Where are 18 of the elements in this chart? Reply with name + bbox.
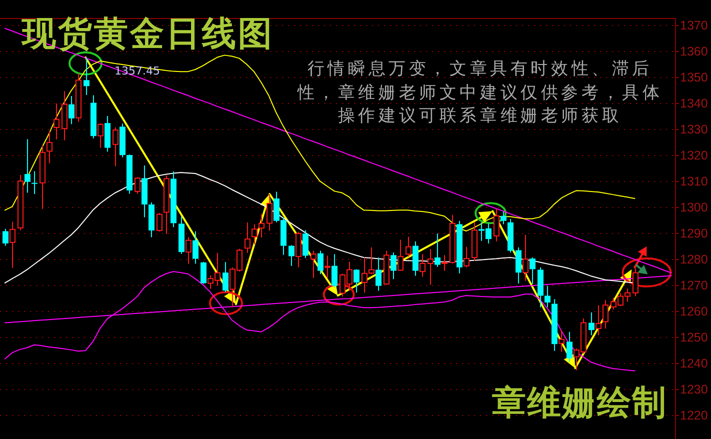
y-tick-label: 1270 xyxy=(680,278,708,292)
y-tick-label: 1320 xyxy=(680,148,708,162)
annotation: 行情瞬息万变，文章具有时效性、滞后性，章维姗老师文中建议仅供参考，具体操作建议可联系章维姗老师获取 xyxy=(296,58,664,128)
y-tick-label: 1260 xyxy=(680,304,708,318)
y-tick-label: 1250 xyxy=(680,330,708,344)
y-tick-label: 1310 xyxy=(680,174,708,188)
y-tick-label: 1220 xyxy=(680,408,708,422)
annotation: 章维姗绘制 xyxy=(492,383,667,423)
y-tick-label: 1350 xyxy=(680,70,708,84)
y-tick-label: 1360 xyxy=(680,44,708,58)
y-tick-label: 1340 xyxy=(680,96,708,110)
y-tick-label: 1230 xyxy=(680,382,708,396)
y-tick-label: 1300 xyxy=(680,200,708,214)
y-tick-label: 1370 xyxy=(680,18,708,32)
y-tick-label: 1240 xyxy=(680,356,708,370)
y-tick-label: 1280 xyxy=(680,252,708,266)
y-tick-label: 1290 xyxy=(680,226,708,240)
y-tick-label: 1330 xyxy=(680,122,708,136)
